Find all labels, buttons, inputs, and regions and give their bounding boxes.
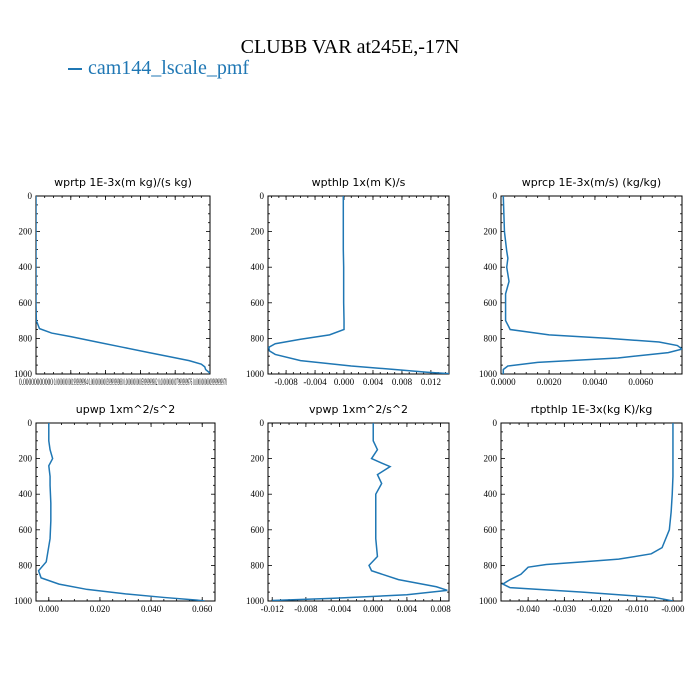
chart-panel-4: upwp 1xm^2/s^2 0 200 400 600 800 1000 0.000 0.02… bbox=[14, 403, 216, 614]
y-tick-label: 600 bbox=[484, 298, 498, 308]
series-line-1 bbox=[268, 196, 449, 374]
y-tick-label: 400 bbox=[19, 489, 33, 499]
y-tick-label: 0 bbox=[260, 191, 265, 201]
y-tick-label: 200 bbox=[19, 454, 33, 464]
x-tick-label: 0.00000000005999999982 bbox=[123, 377, 157, 387]
y-tick-label: 800 bbox=[251, 560, 265, 570]
x-tick-label: 0.00000000009999999970 bbox=[193, 377, 227, 387]
x-tick-label: -0.010 bbox=[625, 604, 649, 614]
x-tick-label: 0.008 bbox=[392, 377, 413, 387]
chart-panel-1: wprtp 1E-3x(m kg)/(s kg) 0 200 400 600 800 100… bbox=[14, 176, 227, 387]
y-tick-label: 200 bbox=[251, 227, 265, 237]
figure-title: CLUBB VAR at245E,-17N bbox=[240, 36, 460, 58]
series-line-1 bbox=[501, 423, 674, 601]
legend: cam144_lscale_pmf bbox=[68, 57, 249, 80]
x-tick-label: 0.0000 bbox=[491, 377, 516, 387]
series-line-1 bbox=[36, 196, 210, 374]
y-tick-label: 800 bbox=[19, 333, 33, 343]
panel-title: wprcp 1E-3x(m/s) (kg/kg) bbox=[522, 176, 661, 189]
y-tick-label: 600 bbox=[484, 525, 498, 535]
y-tick-label: 400 bbox=[251, 489, 265, 499]
panel-frame bbox=[35, 422, 216, 602]
x-tick-label: -0.008 bbox=[294, 604, 318, 614]
y-tick-label: 1000 bbox=[14, 369, 33, 379]
x-tick-label: 0.000 bbox=[39, 604, 60, 614]
x-tick-label: 0.0060 bbox=[628, 377, 653, 387]
series-line-1 bbox=[502, 196, 682, 374]
y-tick-label: 1000 bbox=[14, 596, 33, 606]
y-tick-label: 1000 bbox=[246, 596, 265, 606]
y-tick-label: 800 bbox=[251, 333, 265, 343]
x-tick-label: -0.004 bbox=[328, 604, 352, 614]
series-line-1 bbox=[272, 423, 448, 601]
series-line-1 bbox=[37, 423, 205, 601]
x-tick-label: -0.004 bbox=[303, 377, 327, 387]
panel-title: wpthlp 1x(m K)/s bbox=[312, 176, 406, 189]
y-tick-label: 400 bbox=[251, 262, 265, 272]
y-tick-label: 200 bbox=[484, 454, 498, 464]
panel-frame bbox=[267, 195, 450, 375]
y-tick-label: 400 bbox=[484, 262, 498, 272]
y-tick-label: 600 bbox=[251, 298, 265, 308]
y-tick-label: 200 bbox=[484, 227, 498, 237]
x-tick-label: -0.020 bbox=[589, 604, 613, 614]
panel-frame bbox=[500, 195, 683, 375]
panel-title: upwp 1xm^2/s^2 bbox=[76, 403, 176, 416]
y-tick-label: 1000 bbox=[479, 369, 498, 379]
x-tick-label: 0.012 bbox=[421, 377, 441, 387]
chart-panel-5: vpwp 1xm^2/s^2 0 200 400 600 800 1000-0.012 -0.… bbox=[246, 403, 451, 614]
x-tick-label: 0.000 bbox=[334, 377, 355, 387]
y-tick-label: 0 bbox=[28, 418, 33, 428]
y-tick-label: 0 bbox=[28, 191, 33, 201]
chart-panel-3: wprcp 1E-3x(m/s) (kg/kg) 0 200 400 600 800 100… bbox=[479, 176, 683, 387]
x-tick-label: 0.040 bbox=[141, 604, 162, 614]
x-tick-label: 0.00000000003999999988 bbox=[89, 377, 123, 387]
x-tick-label: -0.000 bbox=[661, 604, 685, 614]
y-tick-label: 200 bbox=[19, 227, 33, 237]
panel-frame bbox=[267, 422, 450, 602]
x-tick-label: 0.0040 bbox=[583, 377, 608, 387]
x-tick-label: 0.060 bbox=[192, 604, 213, 614]
x-tick-label: 0.00000000007999999976 bbox=[158, 377, 192, 387]
panel-frame bbox=[500, 422, 683, 602]
y-tick-label: 0 bbox=[493, 418, 498, 428]
y-tick-label: 600 bbox=[251, 525, 265, 535]
x-tick-label: 0.020 bbox=[90, 604, 111, 614]
panel-title: vpwp 1xm^2/s^2 bbox=[309, 403, 408, 416]
y-tick-label: 0 bbox=[260, 418, 265, 428]
x-tick-label: 0.00000000000 bbox=[19, 377, 53, 387]
y-tick-label: 200 bbox=[251, 454, 265, 464]
y-tick-label: 800 bbox=[484, 333, 498, 343]
x-tick-label: -0.030 bbox=[553, 604, 577, 614]
chart-panel-2: wpthlp 1x(m K)/s 0 200 400 600 800 1000 -0.008-… bbox=[246, 176, 450, 387]
y-tick-label: 400 bbox=[19, 262, 33, 272]
chart-panel-6: rtpthlp 1E-3x(kg K)/kg 0 200 400 600 800 1000 -… bbox=[479, 403, 685, 614]
x-tick-label: 0.000 bbox=[363, 604, 384, 614]
y-tick-label: 0 bbox=[493, 191, 498, 201]
x-tick-label: -0.012 bbox=[261, 604, 284, 614]
y-tick-label: 1000 bbox=[479, 596, 498, 606]
y-tick-label: 1000 bbox=[246, 369, 265, 379]
legend-line-swatch bbox=[68, 68, 82, 71]
y-tick-label: 600 bbox=[19, 525, 33, 535]
x-tick-label: 0.004 bbox=[363, 377, 384, 387]
x-tick-label: 0.004 bbox=[397, 604, 418, 614]
x-tick-label: -0.040 bbox=[517, 604, 541, 614]
x-tick-label: -0.008 bbox=[274, 377, 298, 387]
y-tick-label: 600 bbox=[19, 298, 33, 308]
panel-title: rtpthlp 1E-3x(kg K)/kg bbox=[531, 403, 653, 416]
y-tick-label: 400 bbox=[484, 489, 498, 499]
y-tick-label: 800 bbox=[19, 560, 33, 570]
legend-label: cam144_lscale_pmf bbox=[88, 57, 250, 79]
panel-title: wprtp 1E-3x(m kg)/(s kg) bbox=[54, 176, 192, 189]
x-tick-label: 0.0020 bbox=[537, 377, 562, 387]
x-tick-label: 0.008 bbox=[430, 604, 451, 614]
y-tick-label: 800 bbox=[484, 560, 498, 570]
x-tick-label: 0.00000000001999999994 bbox=[54, 377, 88, 387]
